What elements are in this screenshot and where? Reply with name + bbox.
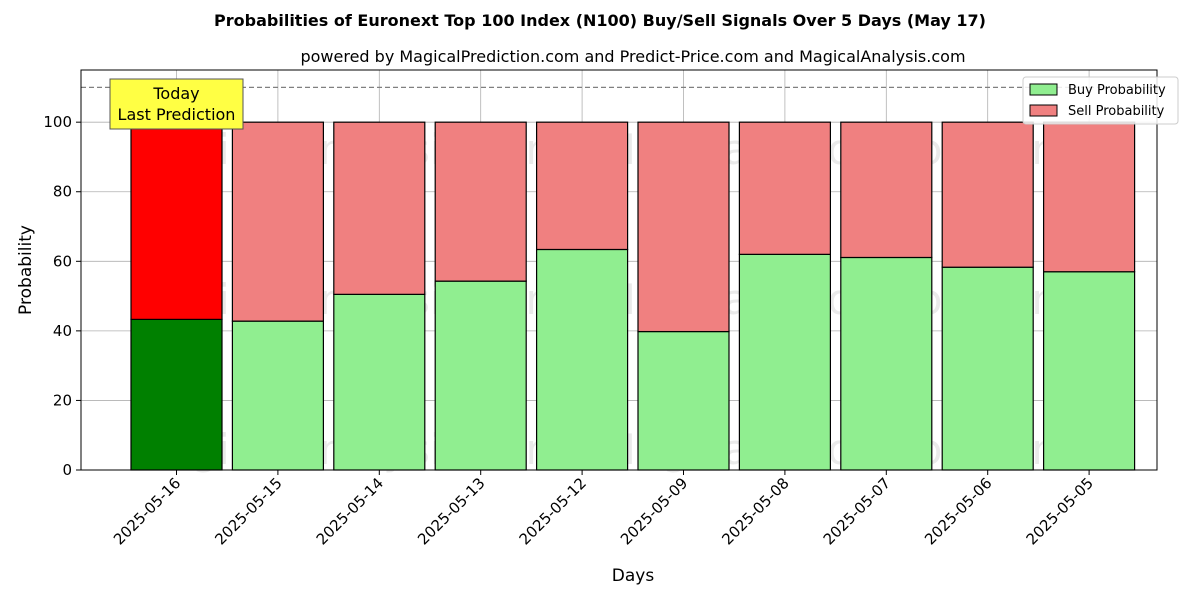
annotation-text: Today — [152, 84, 199, 103]
x-tick-label: 2025-05-15 — [211, 474, 285, 548]
x-tick-label: 2025-05-14 — [313, 474, 387, 548]
y-tick-label: 0 — [62, 461, 72, 479]
x-tick-label: 2025-05-16 — [110, 474, 184, 548]
x-tick-label: 2025-05-12 — [516, 474, 590, 548]
legend-label: Buy Probability — [1068, 83, 1166, 98]
x-axis: 2025-05-16 2025-05-15 2025-05-14 2025-05-13… — [110, 470, 1097, 548]
sell-bar — [231, 121, 324, 322]
sell-bar — [1042, 121, 1136, 273]
x-tick-label: 2025-05-13 — [414, 474, 488, 548]
today-annotation: Today Last Prediction — [109, 78, 244, 130]
sell-bar — [738, 121, 832, 255]
buy-bar — [637, 330, 730, 471]
buy-bar — [333, 293, 426, 471]
buy-bar — [434, 280, 527, 471]
sell-bar — [434, 121, 527, 282]
legend-label: Sell Probability — [1068, 104, 1165, 119]
sell-bar — [941, 121, 1034, 268]
x-tick-label: 2025-05-07 — [820, 474, 894, 548]
buy-bar — [941, 266, 1034, 471]
sell-bar — [333, 121, 426, 295]
x-tick-label: 2025-05-08 — [718, 474, 792, 548]
sell-bar — [637, 121, 730, 333]
y-tick-label: 20 — [53, 391, 72, 409]
plot-frame — [80, 69, 1158, 471]
sell-bar — [130, 121, 223, 320]
chart-subtitle: powered by MagicalPrediction.com and Pre… — [300, 47, 965, 66]
sell-bar — [535, 121, 629, 251]
legend: Buy Probability Sell Probability — [1022, 76, 1179, 125]
sell-bar — [840, 121, 933, 259]
buy-bar — [738, 253, 832, 471]
buy-bar — [1042, 271, 1136, 471]
x-tick-label: 2025-05-05 — [1023, 474, 1097, 548]
buy-bar — [535, 248, 629, 471]
buy-bar — [130, 318, 223, 471]
y-tick-label: 80 — [53, 183, 72, 201]
chart-title: Probabilities of Euronext Top 100 Index … — [214, 11, 986, 30]
annotation-text: Last Prediction — [118, 105, 236, 124]
y-axis-label: Probability — [16, 225, 36, 315]
annotation-box — [109, 78, 244, 130]
y-axis: 0 20 40 60 80 100 — [43, 113, 81, 479]
legend-swatch — [1029, 83, 1058, 96]
buy-bar — [231, 320, 324, 471]
x-axis-label: Days — [612, 566, 655, 586]
buy-bar — [840, 256, 933, 471]
y-tick-label: 40 — [53, 322, 72, 340]
x-tick-label: 2025-05-06 — [921, 474, 995, 548]
y-tick-label: 60 — [53, 252, 72, 270]
bars — [130, 121, 1136, 471]
x-tick-label: 2025-05-09 — [617, 474, 691, 548]
legend-swatch — [1029, 104, 1058, 117]
legend-box — [1022, 76, 1179, 125]
y-tick-label: 100 — [43, 113, 72, 131]
